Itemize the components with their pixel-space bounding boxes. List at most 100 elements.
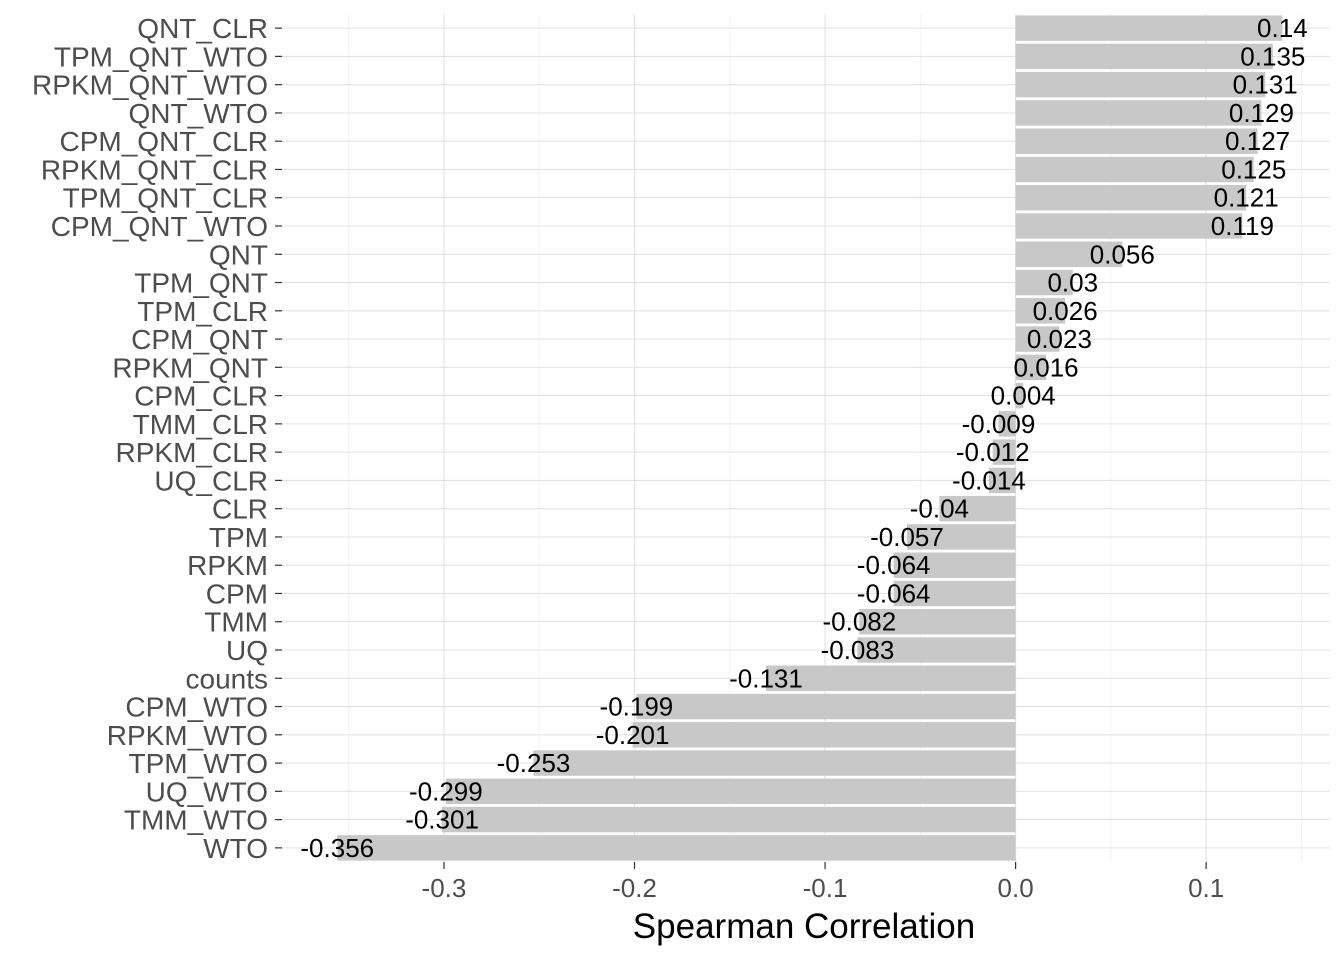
y-tick-label: CLR [212, 494, 268, 525]
bar-value-label: 0.016 [1014, 352, 1079, 382]
bar-value-label: 0.121 [1214, 183, 1279, 213]
bar [1015, 326, 1060, 352]
y-tick-label: TMM_WTO [124, 805, 268, 836]
y-axis: QNT_CLRTPM_QNT_WTORPKM_QNT_WTOQNT_WTOCPM… [32, 13, 282, 864]
bar-value-label: 0.135 [1240, 41, 1305, 71]
y-tick-label: RPKM_QNT_CLR [41, 154, 268, 185]
y-tick-label: TPM_QNT_CLR [63, 183, 268, 214]
bar [1015, 269, 1073, 296]
y-tick-label: CPM_QNT_WTO [51, 211, 268, 242]
y-tick-label: CPM_QNT_CLR [60, 126, 268, 157]
bar-value-label: 0.03 [1047, 268, 1098, 298]
bar-value-label: -0.012 [956, 437, 1030, 467]
y-tick-label: RPKM_CLR [116, 437, 268, 468]
bar [765, 665, 1016, 691]
bar-value-label: 0.127 [1225, 126, 1290, 156]
bar-value-label: 0.125 [1221, 154, 1286, 184]
x-tick-label: -0.2 [612, 873, 657, 903]
bar [632, 722, 1016, 748]
bar [1015, 15, 1283, 41]
y-tick-label: CPM [206, 578, 268, 609]
bar [1015, 382, 1024, 409]
bar [893, 552, 1016, 578]
y-tick-label: RPKM_QNT_WTO [32, 70, 268, 101]
y-tick-label: TMM [204, 607, 268, 638]
y-tick-label: TMM_CLR [133, 409, 268, 440]
bar-layer [337, 15, 1283, 861]
bar-value-label: -0.082 [822, 607, 896, 637]
y-tick-label: CPM_QNT [131, 324, 268, 355]
bar-value-label: -0.253 [497, 748, 571, 778]
bar-value-label: -0.356 [300, 833, 374, 863]
bar-value-label: -0.301 [405, 805, 479, 835]
bar-value-label: 0.119 [1211, 211, 1274, 241]
y-tick-label: TPM_QNT [134, 268, 268, 299]
bar-value-label: 0.026 [1033, 296, 1098, 326]
bar [1015, 213, 1243, 239]
x-tick-label: -0.3 [422, 873, 467, 903]
bar-value-label: -0.064 [857, 578, 931, 608]
bar-value-label: 0.131 [1233, 70, 1298, 100]
y-tick-label: TPM_QNT_WTO [54, 41, 268, 72]
bar-value-label: -0.04 [910, 494, 969, 524]
bar [337, 835, 1016, 861]
x-tick-label: 0.1 [1188, 873, 1224, 903]
bar [636, 693, 1016, 720]
bar [1015, 128, 1258, 154]
x-tick-label: 0.0 [998, 873, 1034, 903]
y-tick-label: WTO [203, 833, 268, 864]
bar [939, 495, 1016, 522]
y-tick-label: CPM_WTO [125, 692, 268, 723]
bar [1015, 241, 1123, 267]
bar [1015, 43, 1273, 70]
bar [859, 609, 1016, 635]
y-tick-label: UQ_WTO [146, 776, 268, 807]
y-tick-label: QNT_CLR [137, 13, 268, 44]
y-tick-label: CPM_CLR [134, 381, 268, 412]
y-tick-label: QNT [209, 239, 268, 270]
x-axis: -0.3 -0.2 -0.1 0.0 0.1 [422, 862, 1224, 903]
y-tick-label: RPKM_QNT [112, 352, 268, 383]
bar-value-label: 0.14 [1257, 13, 1308, 43]
bar-value-label: 0.004 [991, 381, 1056, 411]
bar [1015, 185, 1247, 211]
bar-value-label: 0.056 [1090, 239, 1155, 269]
bar-value-label: -0.064 [857, 550, 931, 580]
y-tick-label: RPKM [187, 550, 268, 581]
y-tick-label: UQ_CLR [154, 465, 268, 496]
bar [1015, 298, 1066, 324]
bar-value-label: -0.009 [962, 409, 1036, 439]
bar [445, 778, 1016, 805]
y-tick-label: TPM_WTO [129, 748, 268, 779]
y-tick-label: counts [186, 663, 269, 694]
bar [533, 750, 1016, 776]
bar-value-label: -0.131 [729, 663, 803, 693]
bar-value-label: -0.014 [952, 465, 1026, 495]
y-tick-label: TPM [209, 522, 268, 553]
bar [1015, 156, 1254, 183]
bar [893, 580, 1016, 607]
bar [442, 806, 1016, 833]
bar [1015, 354, 1047, 381]
bar-value-label: -0.083 [821, 635, 895, 665]
bar [1015, 100, 1262, 126]
y-tick-label: UQ [226, 635, 268, 666]
bar-value-label: -0.057 [870, 522, 944, 552]
bar [857, 637, 1016, 663]
y-tick-label: RPKM_WTO [107, 720, 268, 751]
bar [988, 467, 1016, 494]
bar [906, 524, 1016, 550]
y-tick-label: QNT_WTO [129, 98, 268, 129]
bar-value-label: 0.023 [1027, 324, 1092, 354]
bar [1015, 71, 1266, 98]
bar-value-label: 0.129 [1229, 98, 1294, 128]
bar-value-label: -0.199 [600, 692, 674, 722]
y-tick-label: TPM_CLR [137, 296, 268, 327]
bar [992, 439, 1016, 465]
bar-value-label: -0.299 [409, 776, 483, 806]
bar [998, 411, 1016, 437]
bar-value-label: -0.201 [596, 720, 670, 750]
